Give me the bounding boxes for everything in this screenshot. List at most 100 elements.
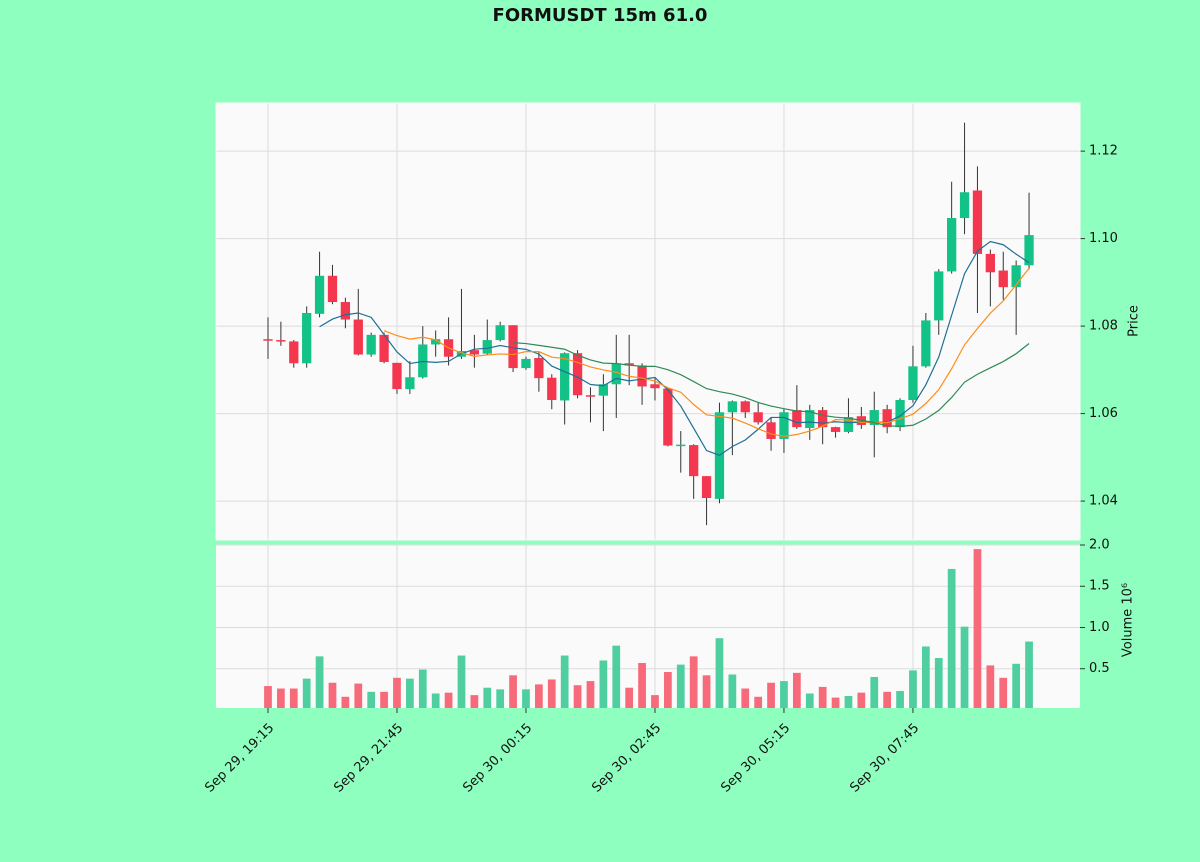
- candle-body: [379, 334, 389, 362]
- candle-body: [405, 377, 415, 390]
- volume-bar: [509, 675, 517, 708]
- volume-bar: [638, 662, 646, 708]
- volume-bar: [393, 677, 401, 708]
- volume-bar: [612, 645, 621, 708]
- candle-body: [701, 476, 712, 499]
- candle-body: [753, 412, 763, 423]
- volume-bar: [341, 696, 350, 708]
- candle-body: [469, 350, 480, 355]
- volume-bar: [792, 672, 801, 708]
- candle-body: [947, 218, 957, 272]
- volume-bar: [535, 684, 543, 708]
- candle-body: [353, 319, 363, 355]
- volume-bar: [264, 686, 272, 708]
- volume-bar: [960, 626, 969, 708]
- y-tick-label: 0.5: [1089, 661, 1110, 676]
- volume-bar: [354, 683, 363, 708]
- volume-bar: [418, 669, 427, 708]
- candle-body: [766, 422, 776, 439]
- volume-bar: [651, 695, 659, 708]
- volume-bar: [986, 665, 995, 708]
- candle-body: [572, 353, 583, 396]
- candle-body: [792, 410, 802, 428]
- volume-bar: [909, 670, 917, 708]
- volume-bar: [496, 689, 505, 708]
- x-tick-label: Sep 30, 00:15: [460, 721, 535, 796]
- candle-body: [547, 377, 557, 401]
- candle-body: [521, 358, 531, 369]
- volume-bar: [328, 682, 337, 708]
- candle-body: [843, 417, 854, 432]
- volume-bar: [870, 676, 879, 708]
- candle-body: [818, 410, 828, 428]
- candle-body: [327, 275, 338, 303]
- candle-body: [276, 340, 286, 342]
- candle-body: [805, 410, 815, 429]
- candle-body: [650, 384, 660, 389]
- volume-bar: [289, 688, 298, 708]
- volume-bar: [483, 687, 492, 708]
- candle-body: [263, 339, 273, 341]
- moving-average: [513, 342, 1030, 427]
- volume-bar: [1012, 663, 1021, 708]
- candle-body: [921, 320, 931, 367]
- volume-bar: [921, 646, 930, 708]
- volume-bar: [522, 689, 530, 708]
- candle-body: [830, 427, 841, 432]
- candle-body: [560, 353, 570, 401]
- volume-bar: [728, 674, 737, 708]
- y-tick-label: 2.0: [1089, 538, 1110, 553]
- x-tick-label: Sep 30, 07:45: [847, 721, 922, 796]
- candle-body: [676, 444, 686, 447]
- x-tick-label: Sep 30, 02:45: [589, 721, 664, 796]
- volume-bar: [599, 660, 608, 708]
- volume-bar: [831, 697, 840, 708]
- volume-bar: [883, 691, 892, 708]
- volume-bar: [444, 692, 453, 708]
- volume-bar: [663, 672, 672, 708]
- volume-bar: [780, 681, 788, 708]
- y-tick-label: 1.12: [1089, 144, 1118, 159]
- candle-body: [611, 363, 621, 385]
- volume-bar: [715, 638, 724, 708]
- volume-bar: [702, 675, 711, 708]
- volume-bar: [896, 691, 904, 708]
- candle-body: [585, 395, 596, 397]
- volume-bar: [1025, 641, 1033, 708]
- volume-bar: [431, 693, 440, 708]
- x-tick-label: Sep 29, 19:15: [202, 721, 277, 796]
- moving-average: [319, 240, 1030, 456]
- candle-body: [418, 344, 428, 378]
- candle-body: [998, 270, 1008, 288]
- volume-bar: [573, 685, 582, 708]
- volume-bar: [754, 696, 763, 708]
- candle-body: [663, 388, 673, 446]
- volume-bar: [857, 692, 866, 708]
- candle-body: [895, 400, 905, 428]
- y-tick-label: 1.5: [1089, 579, 1110, 594]
- x-tick-label: Sep 30, 05:15: [718, 721, 793, 796]
- panel-frame: [215, 102, 1081, 541]
- volume-bar: [406, 678, 414, 708]
- candle-body: [779, 412, 789, 439]
- volume-bar: [302, 678, 311, 708]
- candle-body: [482, 340, 492, 354]
- volume-bar: [844, 695, 853, 708]
- volume-bar: [934, 658, 943, 708]
- candle-body: [302, 312, 312, 364]
- volume-bar: [277, 688, 285, 708]
- candle-body: [908, 366, 918, 401]
- volume-bar: [818, 686, 827, 708]
- candle-body: [534, 358, 544, 379]
- candle-body: [1024, 235, 1034, 266]
- candle-body: [598, 384, 609, 396]
- candle-body: [392, 362, 402, 390]
- candle-body: [882, 409, 892, 428]
- candle-body: [985, 253, 995, 273]
- candle-body: [289, 341, 299, 364]
- volume-bar: [947, 568, 956, 708]
- candle-body: [727, 401, 738, 413]
- candle-body: [431, 339, 441, 345]
- candle-body: [366, 334, 376, 355]
- y-axis-label: Price: [1127, 305, 1142, 337]
